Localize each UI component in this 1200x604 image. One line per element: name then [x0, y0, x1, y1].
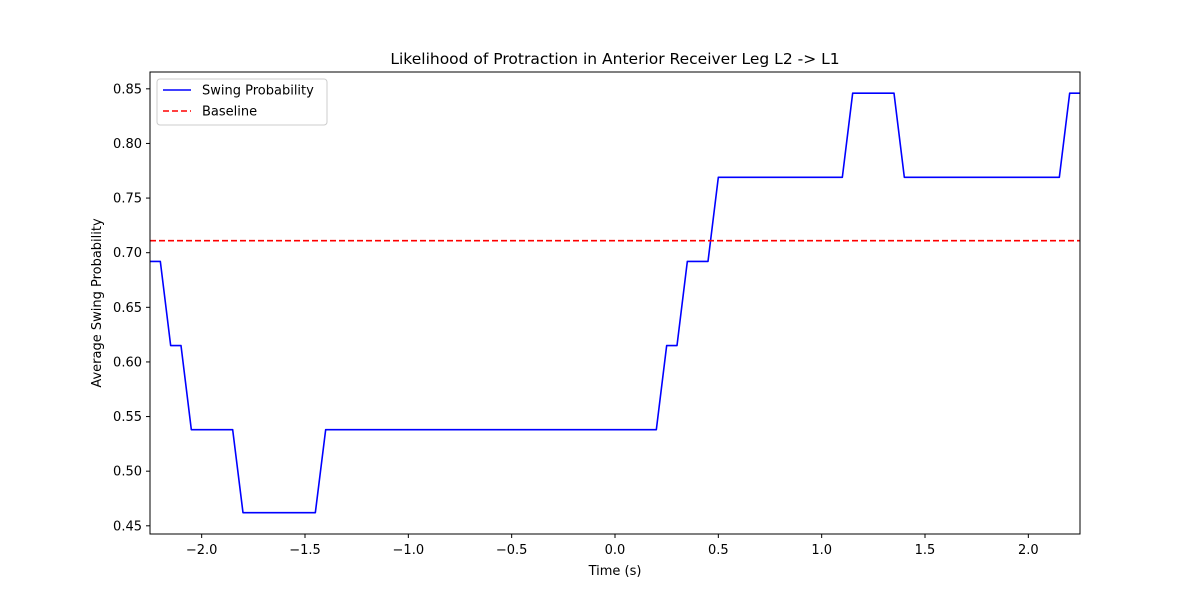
x-tick-label: −1.0: [393, 543, 425, 558]
x-tick-label: 0.5: [708, 543, 729, 558]
y-tick-label: 0.75: [113, 192, 142, 207]
x-tick-label: −1.5: [289, 543, 321, 558]
x-tick-label: −0.5: [496, 543, 528, 558]
legend-label: Swing Probability: [202, 84, 314, 99]
x-axis-label: Time (s): [588, 564, 642, 579]
x-tick-label: 2.0: [1018, 543, 1039, 558]
chart-title: Likelihood of Protraction in Anterior Re…: [390, 50, 839, 68]
x-tick-label: −2.0: [186, 543, 218, 558]
y-tick-label: 0.80: [113, 137, 142, 152]
y-tick-label: 0.45: [113, 519, 142, 534]
legend-label: Baseline: [202, 105, 257, 120]
legend: Swing Probability Baseline: [156, 78, 328, 126]
plot-area: [150, 92, 1080, 514]
swing-probability-line: [150, 92, 1080, 514]
y-tick-label: 0.60: [113, 355, 142, 370]
y-tick-label: 0.85: [113, 82, 142, 97]
x-tick-label: 1.0: [811, 543, 832, 558]
y-tick-label: 0.70: [113, 246, 142, 261]
x-tick-label: 1.5: [915, 543, 936, 558]
y-axis-label: Average Swing Probability: [90, 218, 105, 388]
legend-box: [156, 78, 328, 126]
y-tick-label: 0.55: [113, 410, 142, 425]
x-tick-label: 0.0: [605, 543, 626, 558]
y-tick-label: 0.65: [113, 301, 142, 316]
axes: −2.0 −1.5 −1.0 −0.5 0.0 0.5 1.0 1.5 2.0 0.45 0.50 0…: [113, 71, 1081, 558]
y-tick-label: 0.50: [113, 465, 142, 480]
